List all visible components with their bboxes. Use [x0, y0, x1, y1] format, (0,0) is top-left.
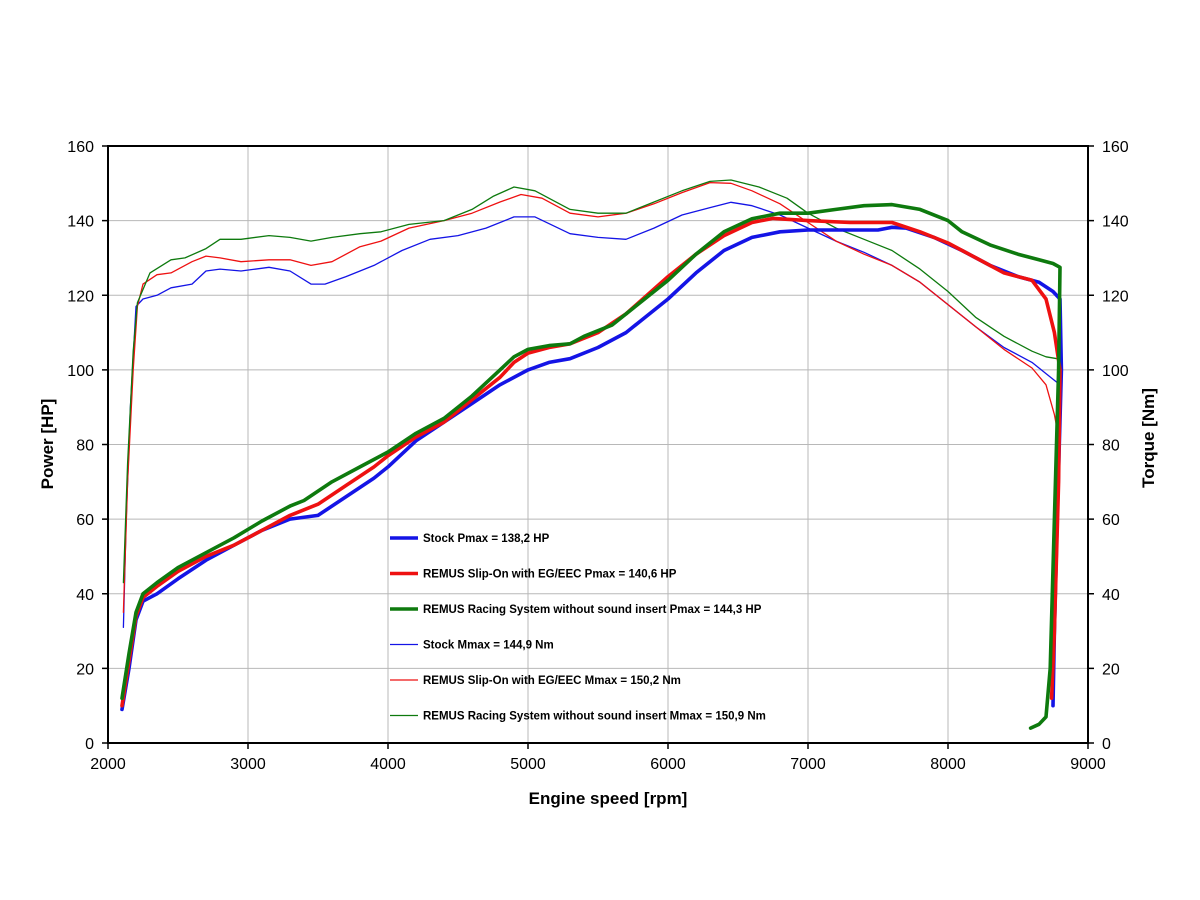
chart-grid [107, 145, 1089, 744]
y-right-tick-label: 40 [1102, 587, 1120, 604]
series-line-3 [120, 202, 1062, 730]
y-left-tick-label: 160 [67, 139, 94, 156]
series-line-1 [120, 225, 1064, 712]
x-tick-label: 7000 [790, 756, 826, 773]
legend-label: Stock Pmax = 138,2 HP [423, 533, 550, 545]
x-tick-label: 3000 [230, 756, 266, 773]
y-left-tick-label: 60 [76, 512, 94, 529]
legend-label: REMUS Racing System without sound insert… [423, 604, 762, 616]
y-left-tick-label: 0 [85, 736, 94, 753]
x-tick-label: 8000 [930, 756, 966, 773]
y-left-tick-label: 80 [76, 438, 94, 455]
legend-label: REMUS Racing System without sound insert… [423, 711, 766, 723]
x-tick-label: 4000 [370, 756, 406, 773]
y-right-tick-label: 140 [1102, 214, 1129, 231]
series-layer [120, 179, 1064, 730]
legend-label: Stock Mmax = 144,9 Nm [423, 640, 554, 652]
y-right-tick-label: 80 [1102, 438, 1120, 455]
legend-item: REMUS Slip-On with EG/EEC Mmax = 150,2 N… [390, 675, 681, 687]
tick-labels: 2000 3000 4000 5000 6000 7000 8000 9000 0 20 40 60 8… [67, 139, 1129, 773]
legend-item: REMUS Racing System without sound insert… [390, 711, 766, 723]
y-right-tick-label: 0 [1102, 736, 1111, 753]
y-right-tick-label: 60 [1102, 512, 1120, 529]
x-tick-label: 5000 [510, 756, 546, 773]
series-line-6 [122, 179, 1058, 584]
legend-item: REMUS Slip-On with EG/EEC Pmax = 140,6 H… [390, 569, 677, 581]
y-left-tick-label: 100 [67, 363, 94, 380]
y-left-tick-label: 140 [67, 214, 94, 231]
y-left-tick-label: 120 [67, 288, 94, 305]
y-right-tick-label: 100 [1102, 363, 1129, 380]
y-right-tick-label: 20 [1102, 661, 1120, 678]
y-axis-right-title: Torque [Nm] [1139, 388, 1158, 488]
y-axis-left-title: Power [HP] [38, 399, 57, 490]
legend-item: REMUS Racing System without sound insert… [390, 604, 762, 616]
x-axis-title: Engine speed [rpm] [529, 789, 688, 808]
x-tick-label: 9000 [1070, 756, 1106, 773]
y-left-tick-label: 20 [76, 661, 94, 678]
legend-label: REMUS Slip-On with EG/EEC Mmax = 150,2 N… [423, 675, 681, 687]
legend-label: REMUS Slip-On with EG/EEC Pmax = 140,6 H… [423, 569, 677, 581]
series-line-4 [122, 201, 1061, 628]
y-right-tick-label: 120 [1102, 288, 1129, 305]
series-line-2 [120, 216, 1062, 708]
x-tick-label: 2000 [90, 756, 126, 773]
legend-item: Stock Mmax = 144,9 Nm [390, 640, 554, 652]
legend-item: Stock Pmax = 138,2 HP [390, 533, 550, 545]
y-left-tick-label: 40 [76, 587, 94, 604]
legend: Stock Pmax = 138,2 HP REMUS Slip-On with … [390, 533, 766, 723]
series-line-5 [122, 181, 1060, 614]
y-right-tick-label: 160 [1102, 139, 1129, 156]
x-tick-label: 6000 [650, 756, 686, 773]
